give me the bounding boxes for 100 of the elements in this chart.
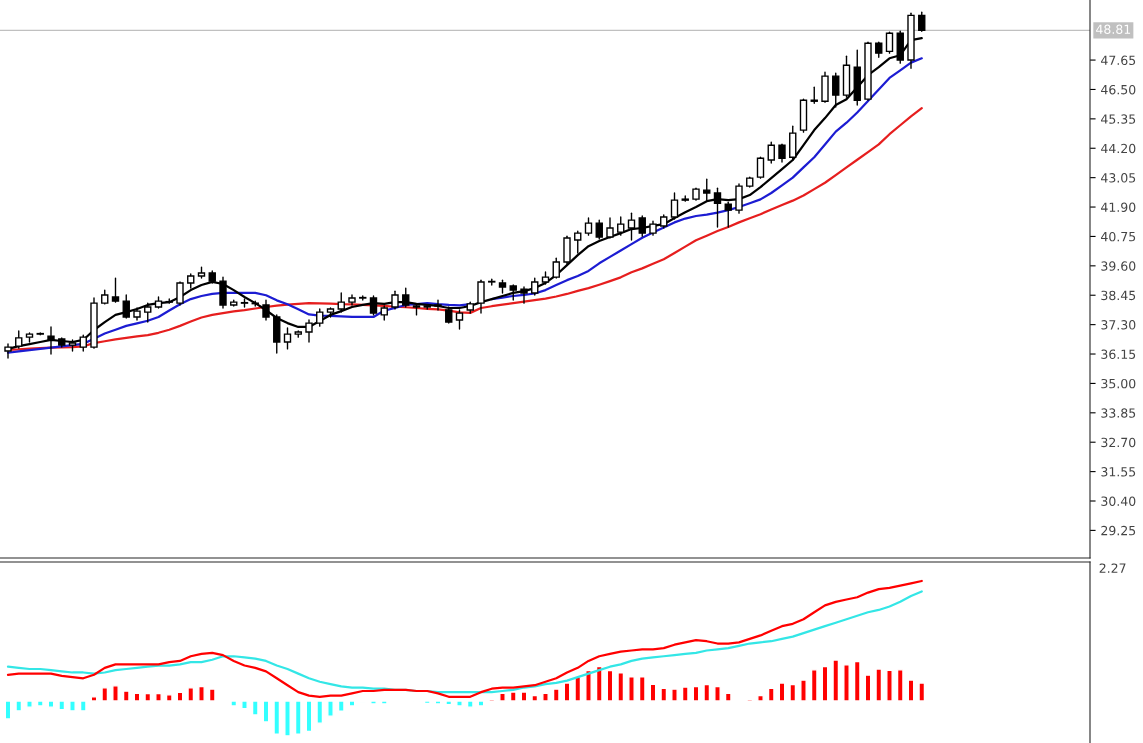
bar	[853, 660, 861, 702]
text: 2.27	[1099, 563, 1126, 573]
candlestick	[262, 299, 270, 321]
bar	[617, 672, 625, 702]
bar	[585, 669, 592, 702]
bar	[165, 694, 173, 702]
bar	[208, 688, 216, 702]
bar	[552, 688, 560, 702]
bar	[724, 692, 732, 702]
bar	[531, 694, 539, 702]
bar	[79, 700, 87, 712]
bar	[370, 700, 377, 705]
bar	[101, 687, 109, 702]
bar	[316, 700, 324, 724]
candlestick	[402, 287, 410, 308]
y-tick-label: 46.50	[1101, 84, 1136, 95]
bar	[918, 682, 926, 702]
bar	[58, 700, 66, 711]
candlestick	[122, 294, 130, 319]
candlestick	[832, 72, 840, 108]
bar	[875, 668, 883, 702]
bar	[155, 692, 162, 702]
bar	[187, 687, 195, 702]
candlestick	[176, 281, 184, 306]
bar	[821, 665, 829, 702]
y-tick-label: 38.45	[1101, 290, 1136, 301]
bar	[90, 696, 98, 702]
candlestick	[638, 215, 646, 237]
y-tick-label: 43.05	[1101, 173, 1136, 183]
bar	[907, 679, 915, 702]
y-tick-label: 30.40	[1101, 496, 1136, 506]
bar	[348, 700, 356, 707]
bar	[671, 688, 678, 702]
bar	[649, 683, 657, 702]
bar	[327, 700, 334, 717]
candlestick	[595, 219, 603, 240]
bar	[122, 690, 130, 702]
y-tick-label: 39.60	[1101, 261, 1136, 271]
candlestick	[918, 11, 926, 32]
candlestick	[455, 309, 464, 330]
bar	[112, 685, 119, 702]
candlestick	[369, 295, 378, 316]
bar	[789, 683, 797, 702]
candlestick	[305, 319, 313, 343]
y-tick-label: 37.30	[1101, 320, 1136, 330]
bar	[36, 700, 44, 707]
candlestick	[520, 286, 528, 304]
bar	[542, 692, 549, 702]
bar	[499, 692, 506, 702]
ref-line-label: 48.81	[1096, 24, 1131, 35]
bar	[445, 700, 453, 706]
candlestick	[283, 327, 292, 350]
y-tick-label: 35.00	[1101, 378, 1136, 389]
bar	[810, 669, 818, 702]
y-tick-label: 45.35	[1101, 114, 1136, 124]
bar	[703, 683, 711, 702]
y-tick-label: 31.55	[1101, 467, 1136, 477]
bar	[4, 700, 12, 720]
candlestick	[219, 276, 227, 309]
bar	[456, 700, 463, 707]
bar	[47, 700, 55, 708]
candlestick	[724, 201, 732, 228]
bar	[606, 669, 614, 702]
bar	[262, 700, 270, 723]
y-tick-label: 36.15	[1101, 349, 1136, 359]
candlestick	[144, 302, 152, 323]
bar	[714, 685, 721, 702]
bar	[886, 669, 893, 702]
bar	[434, 700, 442, 705]
candlestick	[756, 156, 765, 179]
bar	[294, 700, 302, 735]
y-tick-label: 32.70	[1101, 437, 1136, 448]
bar	[843, 664, 850, 702]
bar	[778, 682, 786, 702]
bar	[251, 700, 259, 716]
bar	[273, 700, 281, 735]
candlestick	[617, 216, 625, 236]
candlestick	[337, 292, 345, 313]
bar	[337, 700, 345, 712]
bar	[176, 691, 184, 702]
bar	[230, 700, 238, 707]
bar	[380, 700, 388, 705]
bar	[692, 685, 700, 702]
bar	[15, 700, 23, 712]
bar	[284, 700, 291, 737]
y-tick-label: 29.25	[1101, 525, 1136, 536]
bar	[423, 700, 431, 705]
bar	[477, 700, 485, 707]
bar	[681, 686, 689, 702]
candlestick	[703, 178, 711, 201]
bar	[757, 694, 764, 702]
bar	[832, 659, 840, 702]
bar	[26, 700, 33, 708]
bar	[198, 685, 205, 702]
candlestick	[670, 192, 679, 220]
y-tick-label: 41.90	[1101, 202, 1136, 212]
bar	[660, 687, 668, 702]
candlestick	[606, 217, 614, 239]
candlestick	[434, 299, 442, 311]
bar	[509, 691, 517, 702]
